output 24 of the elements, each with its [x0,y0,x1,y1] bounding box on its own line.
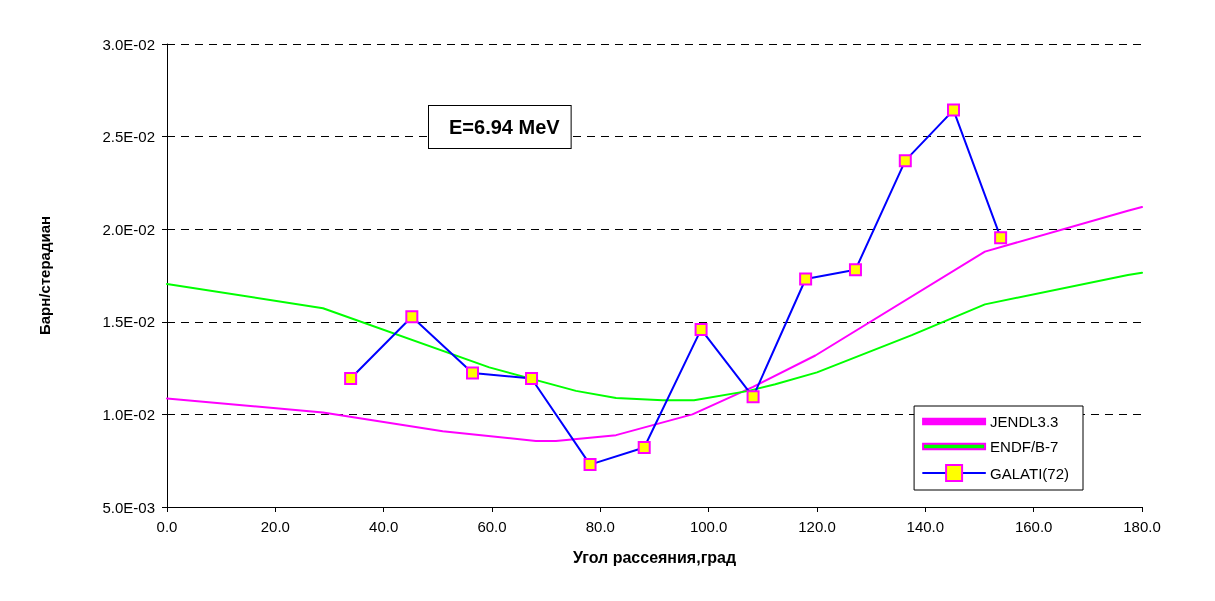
x-tick-label: 80.0 [585,518,615,535]
x-tick-label: 120.0 [798,518,836,535]
x-tick-label: 160.0 [1014,518,1053,535]
x-tick-label: 100.0 [689,518,728,535]
y-tick-label: 5.0E-03 [102,498,155,516]
y-tick-label: 3.0E-02 [102,35,155,53]
line-series [166,271,1143,402]
legend-label: ENDF/B-7 [990,438,1059,455]
y-tick-label: 2.0E-02 [102,220,155,238]
legend-label: GALATI(72) [990,464,1070,482]
x-tick-label: 20.0 [260,518,290,535]
y-tick-label: 2.5E-02 [102,128,155,146]
annotation: E=6.94 MeV [449,116,561,138]
y-axis-title: Барн/стерадиан [36,215,53,336]
line-series [166,205,1143,442]
x-tick-label: 0.0 [156,518,178,535]
x-tick-label: 180.0 [1123,518,1161,535]
x-tick-label: 40.0 [369,518,399,535]
x-axis-title: Угол рассеяния,град [572,548,737,566]
x-tick-label: 140.0 [906,518,945,535]
legend-label: JENDL3.3 [990,413,1059,430]
y-tick-label: 1.5E-02 [102,313,155,331]
x-tick-label: 60.0 [477,518,507,535]
y-tick-label: 1.0E-02 [102,405,155,423]
